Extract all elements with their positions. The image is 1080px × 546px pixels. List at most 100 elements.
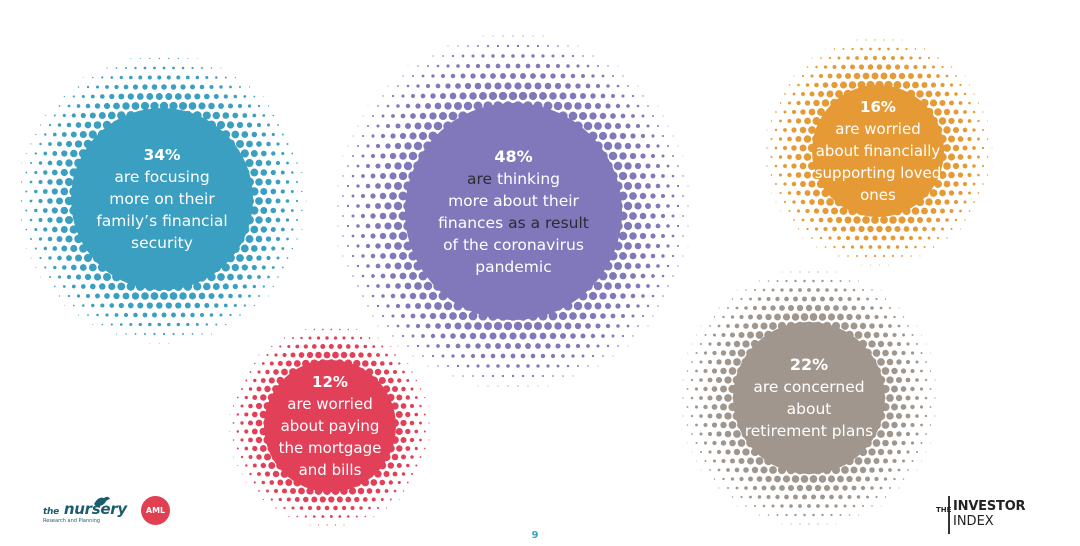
halftone-dot [832,65,837,69]
stat-percent: 12% [312,373,348,391]
halftone-dot [325,336,329,340]
halftone-dot [263,96,265,97]
halftone-dot [791,145,797,151]
halftone-dot [687,185,689,187]
halftone-dot [862,216,870,224]
halftone-dot [733,340,741,348]
halftone-dot [656,144,660,148]
halftone-dot [645,243,651,249]
halftone-dot [888,264,889,266]
halftone-dot [404,282,412,290]
halftone-dot [236,121,244,129]
halftone-dot [920,352,923,354]
halftone-dot [132,84,139,90]
halftone-dot [873,457,880,465]
halftone-dot [401,314,405,318]
halftone-dot [782,475,791,483]
halftone-dot [479,92,487,100]
halftone-dot [148,322,152,327]
halftone-dot [381,294,385,298]
halftone-dot [926,73,932,79]
halftone-dot [549,332,557,340]
halftone-dot [490,73,496,79]
halftone-dot [199,312,205,318]
halftone-dot [492,35,494,37]
halftone-dot [888,468,892,472]
halftone-dot [691,451,693,453]
halftone-dot [666,244,670,248]
halftone-dot [722,477,725,481]
halftone-dot [952,144,960,152]
halftone-dot [835,271,837,273]
halftone-dot [388,480,393,485]
halftone-dot [25,153,27,154]
halftone-dot [925,198,933,206]
halftone-dot [591,74,595,78]
halftone-dot [246,140,253,148]
halftone-dot [792,92,796,96]
halftone-dot [328,496,335,503]
halftone-dot [109,303,115,308]
halftone-dot [788,101,791,105]
halftone-dot [823,65,828,69]
halftone-dot [900,56,904,60]
halftone-dot [661,154,665,158]
halftone-dot [420,93,426,99]
halftone-dot [469,332,477,340]
halftone-dot [967,136,972,142]
halftone-dot [780,504,784,508]
halftone-dot [935,91,941,97]
halftone-dot [903,226,910,232]
halftone-dot [488,91,498,101]
halftone-dot [394,242,402,250]
halftone-dot [57,141,62,147]
halftone-dot [301,171,303,174]
halftone-dot [914,245,917,249]
halftone-dot [682,235,684,237]
halftone-dot [753,288,757,292]
halftone-dot [869,323,875,329]
halftone-dot [818,475,827,483]
halftone-dot [482,35,484,37]
halftone-dot [841,64,846,70]
halftone-dot [290,352,296,358]
halftone-dot [805,484,813,492]
halftone-dot [805,208,810,214]
halftone-dot [184,302,191,309]
halftone-dot [799,162,807,170]
halftone-dot [716,431,722,437]
halftone-dot [63,95,65,98]
halftone-dot [837,313,844,321]
halftone-dot [243,95,247,98]
halftone-dot [257,104,261,108]
halftone-dot [501,374,505,378]
halftone-dot [361,274,365,278]
halftone-dot [780,288,784,292]
halftone-dot [463,101,473,111]
halftone-dot [260,226,268,233]
halftone-dot [260,378,266,383]
halftone-dot [256,386,262,392]
halftone-dot [783,200,787,204]
halftone-dot [80,112,86,119]
halftone-dot [141,292,149,300]
halftone-dot [825,48,826,50]
halftone-dot [624,242,632,250]
halftone-dot [556,64,560,68]
halftone-dot [251,264,257,271]
halftone-dot [409,403,415,409]
halftone-dot [571,54,575,58]
halftone-dot [291,171,294,174]
halftone-dot [794,279,797,283]
halftone-dot [859,245,864,249]
halftone-dot [424,122,432,130]
halftone-dot [38,179,43,185]
halftone-dot [904,245,909,249]
halftone-dot [142,84,148,90]
halftone-dot [624,262,632,270]
halftone-dot [256,454,262,460]
halftone-dot [662,115,664,117]
halftone-dot [848,280,851,282]
halftone-dot [510,353,516,359]
halftone-dot [906,342,910,346]
